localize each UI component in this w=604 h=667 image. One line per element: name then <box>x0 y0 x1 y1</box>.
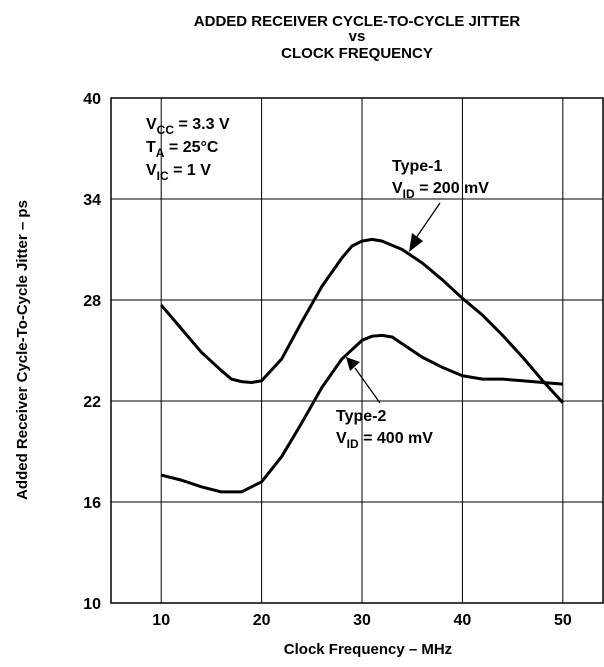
line-series <box>160 333 563 494</box>
x-tick-label: 50 <box>554 612 572 629</box>
line-series <box>160 237 564 404</box>
y-tick-label: 34 <box>83 192 101 209</box>
condition: TA = 25°C <box>146 139 219 160</box>
series-note: VID = 200 mV <box>392 180 489 201</box>
text-part: = 400 mV <box>359 430 434 447</box>
plot-frame <box>110 97 604 604</box>
arrow <box>415 202 441 239</box>
y-tick-label: 22 <box>83 394 101 411</box>
y-tick-label: 16 <box>83 495 101 512</box>
series-label: Type-2 <box>336 408 386 425</box>
text-part: V <box>336 430 347 447</box>
chart-title: vs <box>349 28 366 45</box>
x-tick-label: 10 <box>152 612 170 629</box>
condition: VCC = 3.3 V <box>146 116 230 137</box>
text-part: T <box>146 139 156 156</box>
text-part: = 200 mV <box>415 180 490 197</box>
series-note: VID = 400 mV <box>336 430 433 451</box>
y-axis-label: Added Receiver Cycle-To-Cycle Jitter – p… <box>14 200 31 500</box>
text-part: = 1 V <box>169 162 212 179</box>
chart-title: CLOCK FREQUENCY <box>281 45 433 62</box>
chart-title: ADDED RECEIVER CYCLE-TO-CYCLE JITTER <box>194 13 521 30</box>
x-axis-label: Clock Frequency – MHz <box>284 641 452 658</box>
subscript: CC <box>157 123 175 137</box>
arrowhead <box>346 357 360 371</box>
subscript: ID <box>347 437 359 451</box>
subscript: ID <box>403 187 415 201</box>
subscript: A <box>156 146 165 160</box>
condition: VIC = 1 V <box>146 162 211 183</box>
y-tick-label: 28 <box>83 293 101 310</box>
x-tick-label: 40 <box>454 612 472 629</box>
text-part: = 25°C <box>164 139 218 156</box>
subscript: IC <box>157 169 169 183</box>
x-tick-label: 20 <box>253 612 271 629</box>
series-label: Type-1 <box>392 158 442 175</box>
text-part: V <box>146 116 157 133</box>
text-part: V <box>392 180 403 197</box>
arrow <box>354 367 381 404</box>
arrowhead <box>409 233 423 252</box>
x-tick-label: 30 <box>353 612 371 629</box>
y-tick-label: 10 <box>83 596 101 613</box>
arrows <box>354 202 441 404</box>
text-part: = 3.3 V <box>174 116 230 133</box>
y-tick-label: 40 <box>83 91 101 108</box>
text-part: V <box>146 162 157 179</box>
